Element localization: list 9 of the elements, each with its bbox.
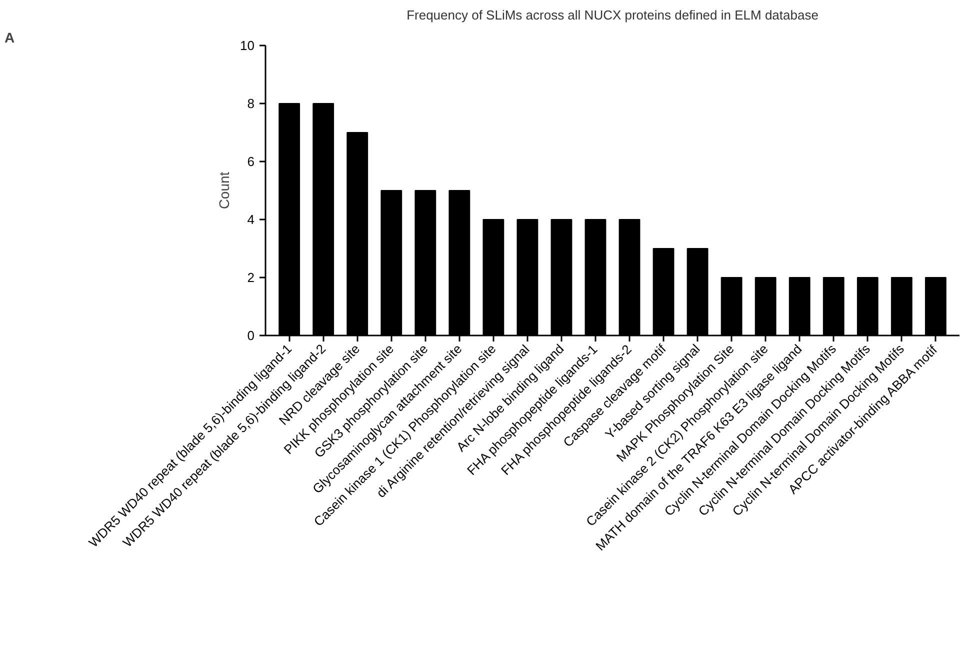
y-axis-title: Count [216, 172, 232, 210]
y-tick-label: 4 [247, 212, 255, 227]
y-tick-label: 0 [247, 328, 255, 343]
y-tick-label: 6 [247, 154, 255, 169]
y-tick-label: 8 [247, 96, 255, 111]
y-tick-label: 2 [247, 270, 255, 285]
y-tick-label: 10 [240, 38, 255, 53]
chart-title: Frequency of SLiMs across all NUCX proteins defined in ELM database [406, 8, 818, 22]
text: A [4, 30, 15, 46]
